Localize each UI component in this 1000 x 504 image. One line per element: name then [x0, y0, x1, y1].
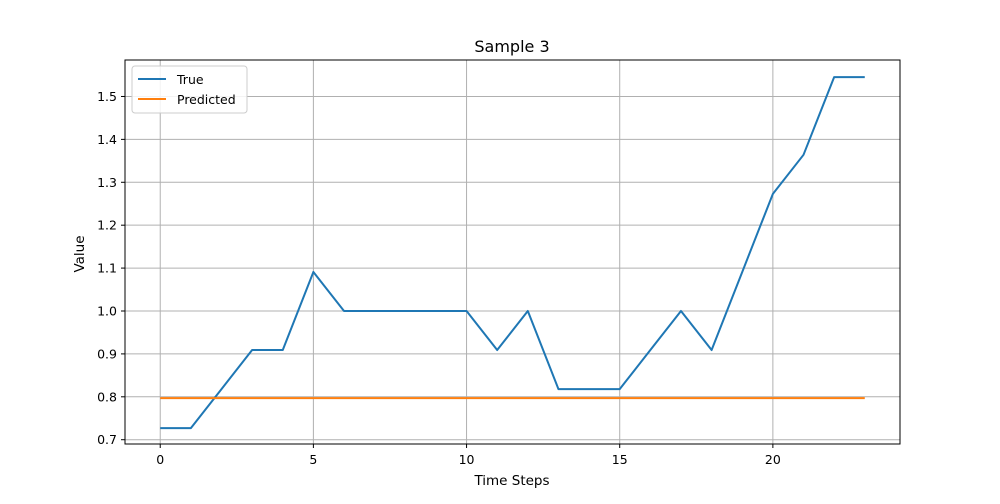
x-tick-label: 0	[156, 452, 164, 467]
y-tick-label: 1.2	[97, 218, 117, 233]
series-line-true	[160, 76, 865, 430]
x-tick-label: 10	[459, 452, 475, 467]
y-tick-label: 1.0	[97, 303, 117, 318]
grid-lines	[125, 60, 900, 444]
chart-title: Sample 3	[474, 37, 549, 56]
y-axis-title: Value	[72, 235, 88, 272]
y-tick-label: 0.9	[97, 346, 117, 361]
axis-ticks: 0 5 10 15 20 0.7 0.8 0.9 1.0 1.1 1.2 1.3 1.4 1.5	[97, 89, 781, 467]
legend: True Predicted	[131, 65, 248, 114]
y-tick-label: 1.5	[97, 89, 117, 104]
y-tick-label: 1.1	[97, 261, 117, 276]
y-tick-label: 0.7	[97, 432, 117, 447]
x-tick-label: 5	[309, 452, 317, 467]
y-tick-label: 1.4	[97, 132, 117, 147]
x-tick-label: 20	[765, 452, 781, 467]
legend-label-predicted: Predicted	[177, 92, 236, 107]
legend-box	[131, 65, 248, 114]
plot-frame	[124, 59, 901, 445]
x-tick-label: 15	[612, 452, 628, 467]
series-lines	[160, 76, 865, 430]
x-axis-title: Time Steps	[473, 473, 549, 489]
y-tick-label: 0.8	[97, 389, 117, 404]
legend-label-true: True	[176, 72, 204, 87]
y-tick-label: 1.3	[97, 175, 117, 190]
